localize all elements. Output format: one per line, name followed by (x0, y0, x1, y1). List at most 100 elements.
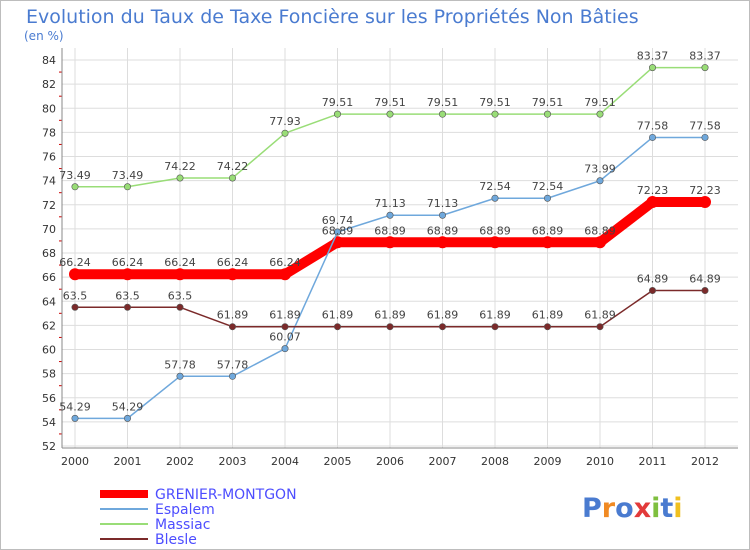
data-label: 68.89 (532, 224, 564, 237)
data-point (176, 372, 184, 380)
data-point (438, 323, 446, 331)
y-tick-label: 78 (42, 126, 56, 139)
data-point (646, 195, 659, 208)
data-label: 64.89 (689, 273, 721, 286)
data-label: 63.5 (115, 289, 140, 302)
legend-label: Espalem (155, 502, 215, 518)
data-point (279, 268, 291, 281)
x-tick-label: 2010 (586, 455, 614, 468)
data-label: 64.89 (637, 273, 669, 286)
data-label: 77.93 (269, 115, 301, 128)
x-tick-label: 2000 (61, 455, 89, 468)
data-point (71, 303, 79, 311)
data-point (596, 323, 604, 331)
data-point (69, 268, 81, 281)
data-point (436, 236, 449, 249)
chart-subtitle: (en %) (24, 29, 64, 43)
y-tick-label: 82 (42, 78, 56, 91)
data-label: 72.54 (532, 180, 564, 193)
data-point (229, 323, 237, 331)
y-tick-label: 84 (42, 54, 56, 67)
data-label: 73.49 (59, 169, 91, 182)
data-point (543, 194, 551, 202)
data-point (124, 183, 132, 191)
data-point (648, 64, 656, 72)
data-point (226, 268, 239, 281)
data-point (176, 303, 184, 311)
data-point (333, 110, 341, 118)
data-point (71, 183, 79, 191)
data-point (384, 236, 396, 249)
data-label: 69.74 (322, 214, 354, 227)
data-point (596, 177, 604, 185)
data-label: 61.89 (532, 309, 564, 322)
data-point (541, 236, 554, 249)
data-point (174, 268, 186, 281)
data-label: 66.24 (217, 256, 249, 269)
data-label: 63.5 (168, 289, 193, 302)
data-label: 61.89 (269, 309, 301, 322)
y-tick-label: 70 (42, 223, 56, 236)
data-label: 61.89 (584, 309, 616, 322)
grid (62, 48, 738, 448)
data-label: 79.51 (532, 96, 564, 109)
data-label: 72.54 (479, 180, 511, 193)
data-label: 74.22 (164, 160, 196, 173)
y-tick-label: 72 (42, 199, 56, 212)
data-label: 79.51 (427, 96, 459, 109)
data-label: 72.23 (689, 184, 721, 197)
data-label: 73.49 (112, 169, 144, 182)
data-label: 66.24 (112, 256, 144, 269)
data-label: 61.89 (374, 309, 406, 322)
y-tick-label: 66 (42, 271, 56, 284)
y-tick-label: 76 (42, 151, 56, 164)
data-point (281, 129, 289, 137)
data-point (333, 323, 341, 331)
logo-letter: r (602, 493, 616, 524)
data-point (594, 236, 606, 249)
data-label: 66.24 (164, 256, 196, 269)
data-point (229, 372, 237, 380)
data-point (124, 414, 132, 422)
data-point (701, 64, 709, 72)
x-tick-label: 2012 (691, 455, 719, 468)
data-point (699, 195, 711, 208)
data-point (121, 268, 134, 281)
data-label: 83.37 (689, 50, 721, 63)
data-label: 66.24 (269, 256, 301, 269)
proxiti-logo: Proxiti (582, 493, 683, 524)
data-label: 68.89 (374, 224, 406, 237)
x-tick-label: 2004 (271, 455, 299, 468)
x-tick-label: 2002 (166, 455, 194, 468)
data-point (333, 228, 341, 236)
data-point (648, 133, 656, 141)
data-label: 77.58 (689, 119, 721, 132)
logo-letter: x (634, 493, 651, 524)
x-tick-label: 2003 (219, 455, 247, 468)
data-point (543, 323, 551, 331)
x-tick-label: 2008 (481, 455, 509, 468)
logo-letter: i (651, 493, 660, 524)
x-tick-label: 2005 (324, 455, 352, 468)
data-label: 71.13 (374, 197, 406, 210)
y-tick-label: 52 (42, 440, 56, 453)
data-label: 63.5 (63, 289, 88, 302)
data-label: 68.89 (427, 224, 459, 237)
data-label: 74.22 (217, 160, 249, 173)
y-tick-label: 54 (42, 416, 56, 429)
logo-letter: P (582, 493, 602, 524)
data-point (491, 323, 499, 331)
data-label: 71.13 (427, 197, 459, 210)
data-label: 54.29 (112, 400, 144, 413)
data-label: 73.99 (584, 163, 616, 176)
data-label: 83.37 (637, 50, 669, 63)
data-point (491, 110, 499, 118)
data-point (386, 110, 394, 118)
data-point (438, 110, 446, 118)
y-tick-label: 74 (42, 175, 56, 188)
data-label: 79.51 (374, 96, 406, 109)
data-point (596, 110, 604, 118)
data-label: 61.89 (322, 309, 354, 322)
